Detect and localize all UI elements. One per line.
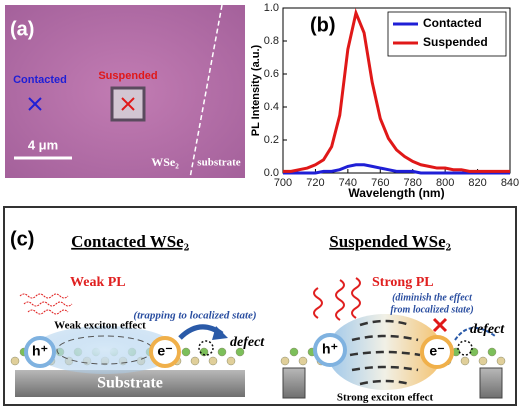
label: Weak PL (70, 275, 126, 290)
y-tick-label: 0.4 (264, 101, 279, 113)
label: h⁺ (32, 343, 48, 359)
series-line (283, 7, 510, 173)
note: from localized state) (390, 304, 473, 315)
label: Weak exciton effect (54, 320, 146, 332)
panel-label: (c) (10, 228, 34, 250)
y-tick-label: 0.6 (264, 68, 279, 80)
x-tick-label: 740 (339, 177, 357, 189)
x-tick-label: 840 (501, 177, 519, 189)
label: Substrate (97, 375, 163, 392)
exciton-cloud (33, 326, 177, 374)
weak-emission (19, 293, 73, 315)
label: Strong exciton effect (337, 392, 434, 404)
cross (121, 97, 135, 111)
label: WSe₂ (151, 155, 179, 169)
x-tick-label: 760 (371, 177, 389, 189)
label: Contacted (13, 74, 67, 86)
y-tick-label: 0.2 (264, 134, 279, 146)
strong-emission (313, 277, 361, 321)
cross (28, 97, 42, 111)
atom (496, 356, 506, 366)
legend-label: Contacted (423, 16, 482, 30)
atom (460, 356, 470, 366)
hole-particle (313, 333, 347, 367)
atom (235, 347, 245, 357)
defect-site (198, 340, 214, 356)
label: Suspended (98, 70, 157, 82)
x-tick-label: 700 (274, 177, 292, 189)
legend-box (387, 11, 507, 57)
cross (432, 317, 448, 333)
atom (478, 356, 488, 366)
legend-label: Suspended (423, 35, 488, 49)
scale-label: 4 μm (28, 137, 58, 152)
label: defect (470, 322, 505, 337)
label: defect (230, 335, 265, 350)
y-axis-label: PL Intensity (a.u.) (250, 44, 262, 136)
exciton-cloud (327, 314, 443, 390)
label: h⁺ (322, 341, 338, 357)
atom (190, 356, 200, 366)
panel-label: (a) (10, 18, 34, 40)
substrate (15, 370, 245, 397)
arrow-head (212, 326, 228, 340)
x-tick-label: 720 (306, 177, 324, 189)
label: e⁻ (429, 343, 444, 359)
atom (280, 356, 290, 366)
heading: Suspended WSe₂ (329, 232, 450, 251)
electron-particle (420, 335, 454, 369)
heading: Contacted WSe₂ (71, 232, 189, 251)
edge-line (189, 4, 223, 179)
note: (diminish the effect (392, 292, 473, 303)
note: (trapping to localized state) (133, 310, 256, 322)
atom (298, 356, 308, 366)
x-axis-label: Wavelength (nm) (348, 186, 444, 200)
electron-particle (149, 336, 181, 368)
x-tick-label: 800 (436, 177, 454, 189)
label: e⁻ (157, 343, 172, 359)
series-line (283, 163, 510, 175)
atom (289, 347, 299, 357)
label: Strong PL (372, 275, 434, 290)
atom (181, 347, 191, 357)
y-tick-label: 1.0 (264, 2, 279, 14)
arrow (454, 327, 496, 341)
defect-site (457, 340, 473, 356)
label: substrate (197, 157, 241, 169)
pillar (479, 367, 503, 399)
exciton-orbit (349, 319, 421, 386)
atom (217, 347, 227, 357)
pillar (282, 367, 306, 399)
atom (208, 356, 218, 366)
hole (110, 86, 146, 122)
y-tick-label: 0.8 (264, 35, 279, 47)
x-tick-label: 820 (468, 177, 486, 189)
atom (226, 356, 236, 366)
hole-particle (24, 336, 56, 368)
atom (10, 356, 20, 366)
chart: 0.0 0.2 0.4 0.6 0.8 1.0 700 720 740 760 780 800 820 8… (250, 2, 519, 200)
atom (487, 347, 497, 357)
panel-label: (b) (310, 14, 336, 36)
y-tick-label: 0.0 (264, 167, 279, 179)
x-tick-label: 780 (404, 177, 422, 189)
